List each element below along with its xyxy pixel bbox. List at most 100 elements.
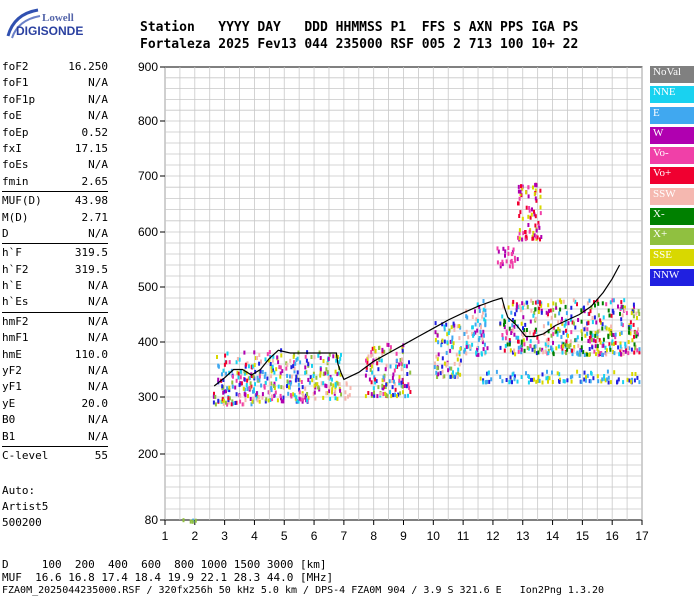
echo-point	[516, 257, 519, 262]
echo-point	[617, 304, 619, 309]
echo-point	[620, 330, 623, 335]
param-value: 2.65	[81, 174, 109, 188]
echo-point	[587, 321, 590, 326]
echo-point	[389, 345, 392, 350]
param-row: M(D) 2.71	[2, 210, 108, 226]
echo-point	[507, 246, 510, 250]
echo-point	[555, 329, 558, 334]
echo-point	[482, 307, 485, 312]
footer-muf-row: MUF 16.6 16.8 17.4 18.4 19.9 22.1 28.3 4…	[2, 571, 334, 584]
echo-point	[512, 327, 515, 332]
echo-point	[528, 330, 531, 335]
echo-point	[239, 399, 242, 404]
echo-point	[244, 362, 247, 367]
echo-point	[297, 377, 300, 382]
echo-point	[402, 390, 404, 395]
echo-point	[463, 332, 466, 336]
echo-point	[565, 339, 568, 344]
echo-point	[517, 339, 520, 344]
auto-label: Auto:	[2, 484, 36, 497]
echo-point	[293, 352, 296, 357]
echo-point	[550, 315, 553, 320]
echo-point	[512, 299, 515, 304]
echo-point	[273, 370, 276, 375]
echo-point	[371, 346, 374, 351]
echo-point	[535, 236, 538, 241]
echo-point	[565, 328, 567, 333]
echo-point	[281, 369, 284, 374]
echo-point	[436, 357, 439, 362]
echo-point	[449, 339, 452, 344]
echo-point	[487, 370, 490, 375]
echo-point	[570, 317, 572, 322]
echo-point	[484, 303, 487, 308]
echo-point	[613, 370, 616, 375]
echo-point	[399, 391, 402, 396]
echo-point	[287, 391, 290, 396]
echo-point	[480, 333, 483, 338]
echo-point	[365, 358, 367, 363]
echo-point	[636, 348, 639, 353]
echo-point	[264, 371, 267, 376]
echo-point	[532, 332, 535, 337]
echo-point	[603, 374, 606, 378]
echo-point	[266, 376, 269, 381]
echo-point	[486, 371, 489, 376]
echo-point	[251, 364, 254, 369]
echo-point	[521, 216, 524, 221]
echo-point	[513, 319, 516, 324]
param-row: h`E N/A	[2, 278, 108, 294]
echo-point	[334, 390, 337, 394]
echo-point	[522, 326, 524, 331]
echo-point	[595, 320, 598, 325]
echo-point	[214, 394, 217, 399]
echo-point	[507, 251, 510, 256]
echo-point	[601, 301, 604, 306]
echo-point	[453, 361, 456, 366]
echo-point	[520, 347, 523, 352]
echo-point	[577, 318, 580, 322]
echo-point	[629, 331, 632, 336]
color-legend: NoVal NNE E W Vo- Vo+ SSW X- X+ SSE NNW	[650, 66, 694, 289]
param-name: fmin	[2, 174, 29, 188]
echo-point	[400, 380, 403, 385]
param-value: N/A	[88, 413, 108, 427]
echo-point	[481, 314, 484, 319]
echo-point	[632, 309, 635, 314]
echo-point	[596, 329, 599, 334]
echo-point	[578, 374, 581, 378]
param-value: 0.52	[81, 125, 109, 139]
echo-point	[511, 261, 514, 266]
echo-point	[617, 345, 620, 350]
echo-point	[264, 380, 267, 385]
echo-point	[602, 343, 605, 348]
echo-point	[373, 390, 375, 395]
echo-point	[592, 338, 595, 343]
echo-point	[541, 372, 544, 377]
echo-point	[273, 386, 276, 390]
echo-point	[560, 300, 563, 305]
echo-point	[452, 341, 455, 346]
echo-point	[406, 372, 409, 376]
echo-point	[569, 375, 572, 380]
profile-trace-line	[213, 264, 621, 387]
echo-point	[278, 365, 281, 370]
echo-point	[632, 322, 635, 327]
autoscaling-info: Auto: Artist5 500200	[2, 483, 48, 531]
echo-point	[315, 375, 318, 380]
echo-point	[339, 356, 342, 361]
echo-point	[325, 391, 328, 396]
echo-point	[518, 236, 521, 241]
echo-point	[583, 353, 586, 357]
echo-point	[526, 300, 529, 305]
echo-point	[538, 306, 541, 311]
echo-point	[481, 337, 484, 342]
legend-item: E	[650, 106, 694, 124]
echo-point	[317, 353, 320, 358]
param-row: B1 N/A	[2, 429, 108, 445]
echo-point	[437, 352, 440, 357]
y-tick-label: 600	[138, 225, 158, 239]
echo-point	[294, 361, 297, 366]
echo-point	[254, 356, 257, 361]
param-row: foF1 N/A	[2, 75, 108, 91]
